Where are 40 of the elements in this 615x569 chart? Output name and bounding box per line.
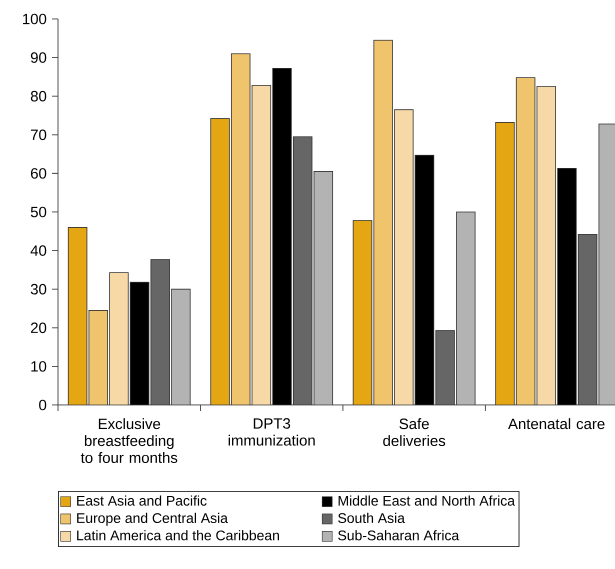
y-tick-label: 0 bbox=[39, 400, 46, 410]
x-tick-label: DPT3 immunization bbox=[228, 418, 315, 446]
bar bbox=[68, 227, 88, 405]
legend-label: South Asia bbox=[338, 512, 405, 524]
y-tick-label: 50 bbox=[30, 206, 46, 218]
y-tick-label: 40 bbox=[30, 245, 46, 256]
x-tick-label: Exclusive breastfeeding to four months bbox=[80, 418, 178, 464]
bar bbox=[109, 272, 129, 405]
bar bbox=[435, 330, 455, 405]
y-tick-label: 70 bbox=[30, 129, 46, 140]
x-tick-label: Safe deliveries bbox=[383, 418, 446, 446]
legend-label: East Asia and Pacific bbox=[77, 495, 207, 506]
y-tick-label: 90 bbox=[30, 52, 46, 63]
bar bbox=[130, 282, 150, 405]
bar bbox=[88, 310, 108, 405]
bar bbox=[536, 86, 556, 405]
bar bbox=[414, 154, 434, 405]
y-tick-label: 100 bbox=[23, 14, 46, 24]
bar bbox=[292, 136, 312, 405]
y-tick-label: 60 bbox=[30, 168, 46, 179]
legend-label: Europe and Central Asia bbox=[77, 512, 228, 526]
bar bbox=[495, 122, 515, 405]
legend-label: Sub-Saharan Africa bbox=[338, 530, 460, 540]
bar bbox=[150, 259, 170, 405]
bar bbox=[230, 53, 250, 405]
bar bbox=[373, 40, 393, 405]
y-tick-label: 10 bbox=[31, 361, 46, 372]
bar bbox=[352, 220, 372, 405]
bar bbox=[557, 168, 577, 405]
legend-label: Middle East and North Africa bbox=[338, 495, 515, 506]
bar bbox=[252, 84, 272, 405]
y-tick-label: 30 bbox=[30, 284, 46, 294]
bar bbox=[272, 68, 292, 405]
bar bbox=[210, 118, 230, 405]
bar bbox=[516, 77, 536, 405]
x-tick-label: Antenatal care bbox=[508, 418, 605, 430]
y-tick-label: 20 bbox=[30, 322, 46, 334]
legend-label: Latin America and the Caribbean bbox=[77, 530, 279, 540]
y-tick-label: 80 bbox=[30, 90, 46, 102]
bar bbox=[394, 109, 414, 405]
